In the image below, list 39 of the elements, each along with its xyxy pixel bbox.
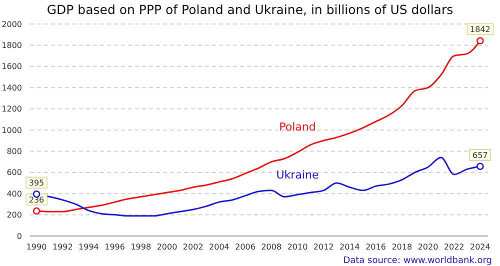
x-tick-label: 2002	[182, 242, 204, 252]
y-tick-label: 800	[6, 147, 22, 156]
x-tick-label: 1990	[26, 242, 47, 252]
data-label: 1842	[470, 25, 490, 34]
x-tick-label: 2024	[470, 242, 490, 252]
series-label: Ukraine	[276, 168, 319, 182]
x-tick-label: 2012	[313, 242, 334, 252]
x-tick-label: 2016	[366, 242, 386, 252]
x-tick-label: 1998	[130, 242, 152, 252]
x-tick-label: 2022	[444, 242, 464, 252]
y-tick-label: 600	[6, 168, 22, 178]
x-tick-label: 2006	[235, 242, 256, 252]
y-tick-label: 1000	[2, 126, 22, 135]
x-tick-label: 1992	[52, 242, 73, 252]
chart-title: GDP based on PPP of Poland and Ukraine, in billions of US dollars	[46, 2, 454, 17]
point	[476, 162, 484, 170]
point	[476, 37, 484, 44]
y-tick-label: 200	[6, 210, 22, 220]
x-tick-label: 2010	[287, 242, 308, 252]
data-label: 395	[28, 178, 44, 188]
x-tick-label: 1994	[78, 242, 99, 252]
y-tick-label: 1200	[2, 104, 22, 114]
x-tick-label: 2020	[418, 242, 438, 252]
y-tick-label: 1800	[2, 41, 22, 50]
x-tick-label: 2004	[209, 242, 230, 252]
y-tick-label: 0	[16, 232, 22, 241]
x-tick-label: 2014	[340, 242, 360, 252]
source-note: Data source: www.worldbank.org	[343, 256, 492, 266]
y-tick-label: 400	[6, 189, 22, 198]
y-tick-label: 2000	[2, 20, 22, 29]
data-label: 657	[472, 150, 488, 160]
point	[32, 207, 40, 215]
series-label: Poland	[279, 120, 316, 134]
x-tick-label: 2000	[156, 242, 178, 252]
y-tick-label: 1400	[2, 83, 22, 92]
x-tick-label: 1996	[104, 242, 125, 252]
x-tick-label: 2018	[392, 242, 412, 252]
y-tick-label: 1600	[2, 62, 22, 72]
x-tick-label: 2008	[261, 242, 282, 252]
